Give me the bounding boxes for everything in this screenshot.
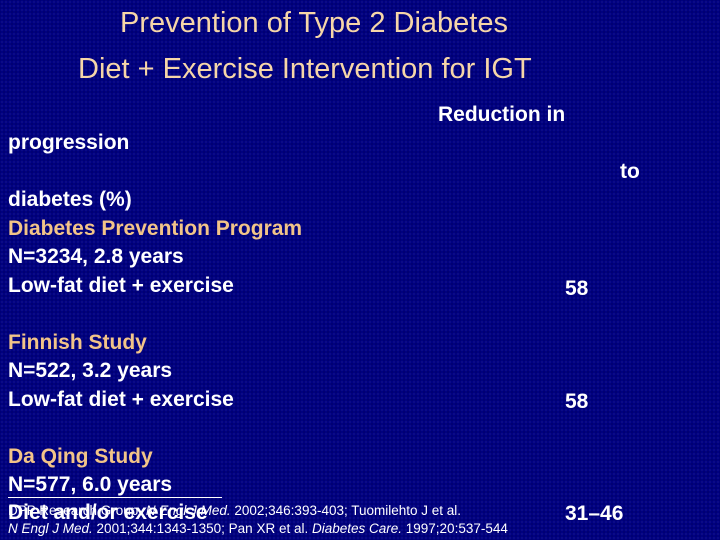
- study-intervention-dpp: Low-fat diet + exercise: [8, 274, 234, 297]
- study-intervention-daqing: Diet and/or exercise: [8, 501, 208, 524]
- slide-title-line-1: Prevention of Type 2 Diabetes: [120, 7, 508, 39]
- header-diabetes-pct: diabetes (%): [8, 188, 132, 211]
- study-n-dpp: N=3234, 2.8 years: [8, 245, 184, 268]
- footnote-divider: [8, 497, 222, 498]
- study-value-dpp: 58: [565, 277, 589, 300]
- study-value-finnish: 58: [565, 390, 589, 413]
- header-reduction-in: Reduction in: [438, 103, 566, 126]
- header-progression: progression: [8, 131, 130, 154]
- study-intervention-finnish: Low-fat diet + exercise: [8, 388, 234, 411]
- study-name-daqing: Da Qing Study: [8, 445, 153, 468]
- study-value-daqing: 31–46: [565, 502, 624, 525]
- header-to: to: [620, 160, 640, 183]
- study-name-finnish: Finnish Study: [8, 331, 147, 354]
- footnote-line-1: DPP Research Group. N Engl J Med. 2002;3…: [8, 503, 462, 518]
- study-n-daqing: N=577, 6.0 years: [8, 473, 173, 496]
- study-name-dpp: Diabetes Prevention Program: [8, 217, 303, 240]
- slide-title-line-2: Diet + Exercise Intervention for IGT: [78, 53, 532, 85]
- study-n-finnish: N=522, 3.2 years: [8, 359, 173, 382]
- footnote-line-2: N Engl J Med. 2001;344:1343-1350; Pan XR…: [8, 521, 508, 536]
